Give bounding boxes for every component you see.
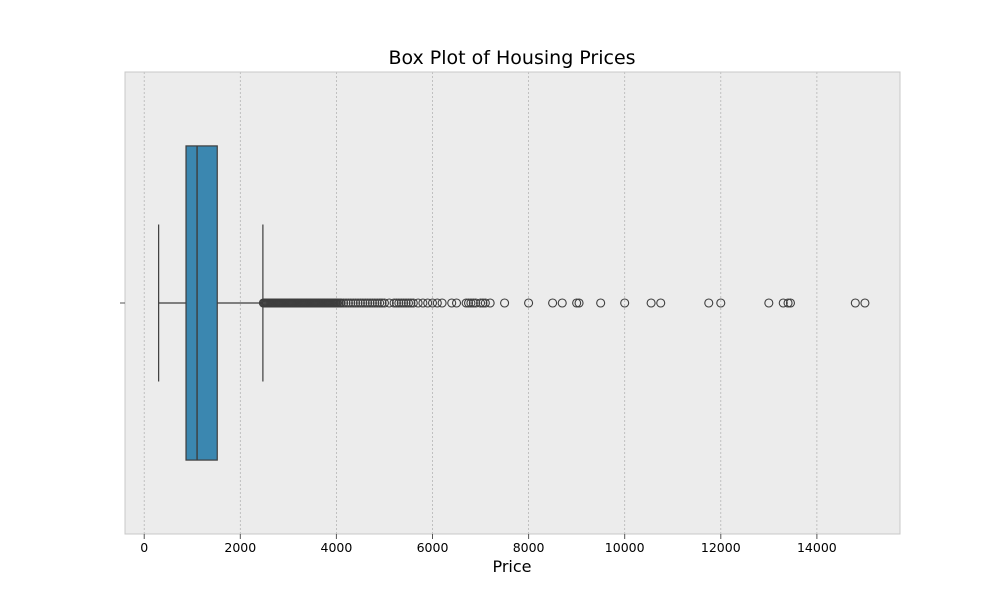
outlier-point bbox=[396, 298, 406, 308]
outlier-point bbox=[461, 298, 471, 308]
grid-lines bbox=[143, 72, 818, 534]
outlier-points bbox=[258, 298, 870, 308]
outlier-point bbox=[850, 298, 860, 308]
outlier-point bbox=[475, 298, 486, 308]
x-tick-label: 8000 bbox=[513, 540, 545, 555]
outlier-point bbox=[360, 298, 370, 308]
outlier-point bbox=[704, 298, 714, 308]
outlier-point bbox=[478, 298, 488, 308]
outlier-point bbox=[778, 298, 788, 308]
outlier-point bbox=[336, 298, 346, 308]
outlier-point bbox=[423, 298, 433, 308]
outlier-point bbox=[367, 298, 377, 308]
outlier-point bbox=[353, 298, 363, 308]
outlier-point bbox=[343, 298, 353, 308]
outlier-point bbox=[716, 298, 726, 308]
outlier-point bbox=[557, 298, 567, 308]
outlier-point bbox=[408, 298, 418, 308]
outlier-point bbox=[620, 298, 630, 308]
outlier-point bbox=[427, 298, 438, 308]
outlier-point bbox=[399, 298, 409, 308]
x-axis-label: Price bbox=[492, 557, 531, 576]
outlier-point bbox=[358, 298, 368, 308]
iqr-box bbox=[185, 145, 218, 461]
outlier-point bbox=[355, 298, 365, 308]
outlier-point bbox=[406, 298, 416, 308]
box-plot bbox=[158, 145, 264, 461]
outlier-point bbox=[451, 298, 462, 308]
x-tick-label: 6000 bbox=[417, 540, 449, 555]
outlier-point bbox=[351, 298, 361, 308]
outlier-point bbox=[391, 298, 402, 308]
outlier-point bbox=[596, 298, 606, 308]
outlier-point bbox=[468, 298, 478, 308]
outlier-point bbox=[548, 298, 558, 308]
x-tick-label: 10000 bbox=[605, 540, 645, 555]
outlier-point bbox=[375, 298, 385, 308]
outlier-point bbox=[485, 298, 495, 308]
outlier-point bbox=[447, 298, 457, 308]
outlier-point bbox=[341, 298, 351, 308]
outlier-point bbox=[480, 298, 490, 308]
x-tick-label: 14000 bbox=[797, 540, 837, 555]
outlier-point bbox=[363, 298, 373, 308]
outlier-point bbox=[372, 298, 382, 308]
outlier-point bbox=[783, 298, 793, 308]
outlier-point bbox=[348, 298, 358, 308]
outlier-point bbox=[401, 298, 411, 308]
outlier-point bbox=[389, 298, 399, 308]
x-axis-ticks: 0 2000 4000 6000 8000 10000 12000 14000 bbox=[140, 534, 837, 555]
x-tick-label: 2000 bbox=[224, 540, 256, 555]
outlier-point bbox=[463, 298, 474, 308]
outlier-point bbox=[377, 298, 387, 308]
x-tick-label: 4000 bbox=[321, 540, 353, 555]
outlier-point bbox=[860, 298, 870, 308]
outlier-point bbox=[365, 298, 375, 308]
outlier-point bbox=[394, 298, 404, 308]
outlier-point bbox=[418, 298, 428, 308]
chart-title: Box Plot of Housing Prices bbox=[388, 47, 635, 69]
outlier-point bbox=[432, 298, 442, 308]
outlier-point bbox=[471, 298, 481, 308]
outlier-point bbox=[346, 298, 356, 308]
outlier-point bbox=[574, 298, 584, 308]
outlier-point bbox=[384, 298, 394, 308]
outlier-point bbox=[413, 298, 423, 308]
outlier-point bbox=[500, 298, 510, 308]
outlier-point bbox=[466, 298, 476, 308]
outlier-point bbox=[379, 298, 390, 308]
outlier-point bbox=[437, 298, 447, 308]
outlier-point bbox=[572, 298, 582, 308]
x-tick-label: 12000 bbox=[701, 540, 741, 555]
outlier-point bbox=[646, 298, 656, 308]
outlier-point bbox=[764, 298, 774, 308]
outlier-point bbox=[370, 298, 380, 308]
outlier-point bbox=[785, 298, 796, 308]
outlier-point bbox=[339, 298, 349, 308]
x-tick-label: 0 bbox=[140, 540, 148, 555]
outlier-point bbox=[524, 298, 534, 308]
outlier-point bbox=[403, 298, 414, 308]
outlier-point bbox=[656, 298, 666, 308]
